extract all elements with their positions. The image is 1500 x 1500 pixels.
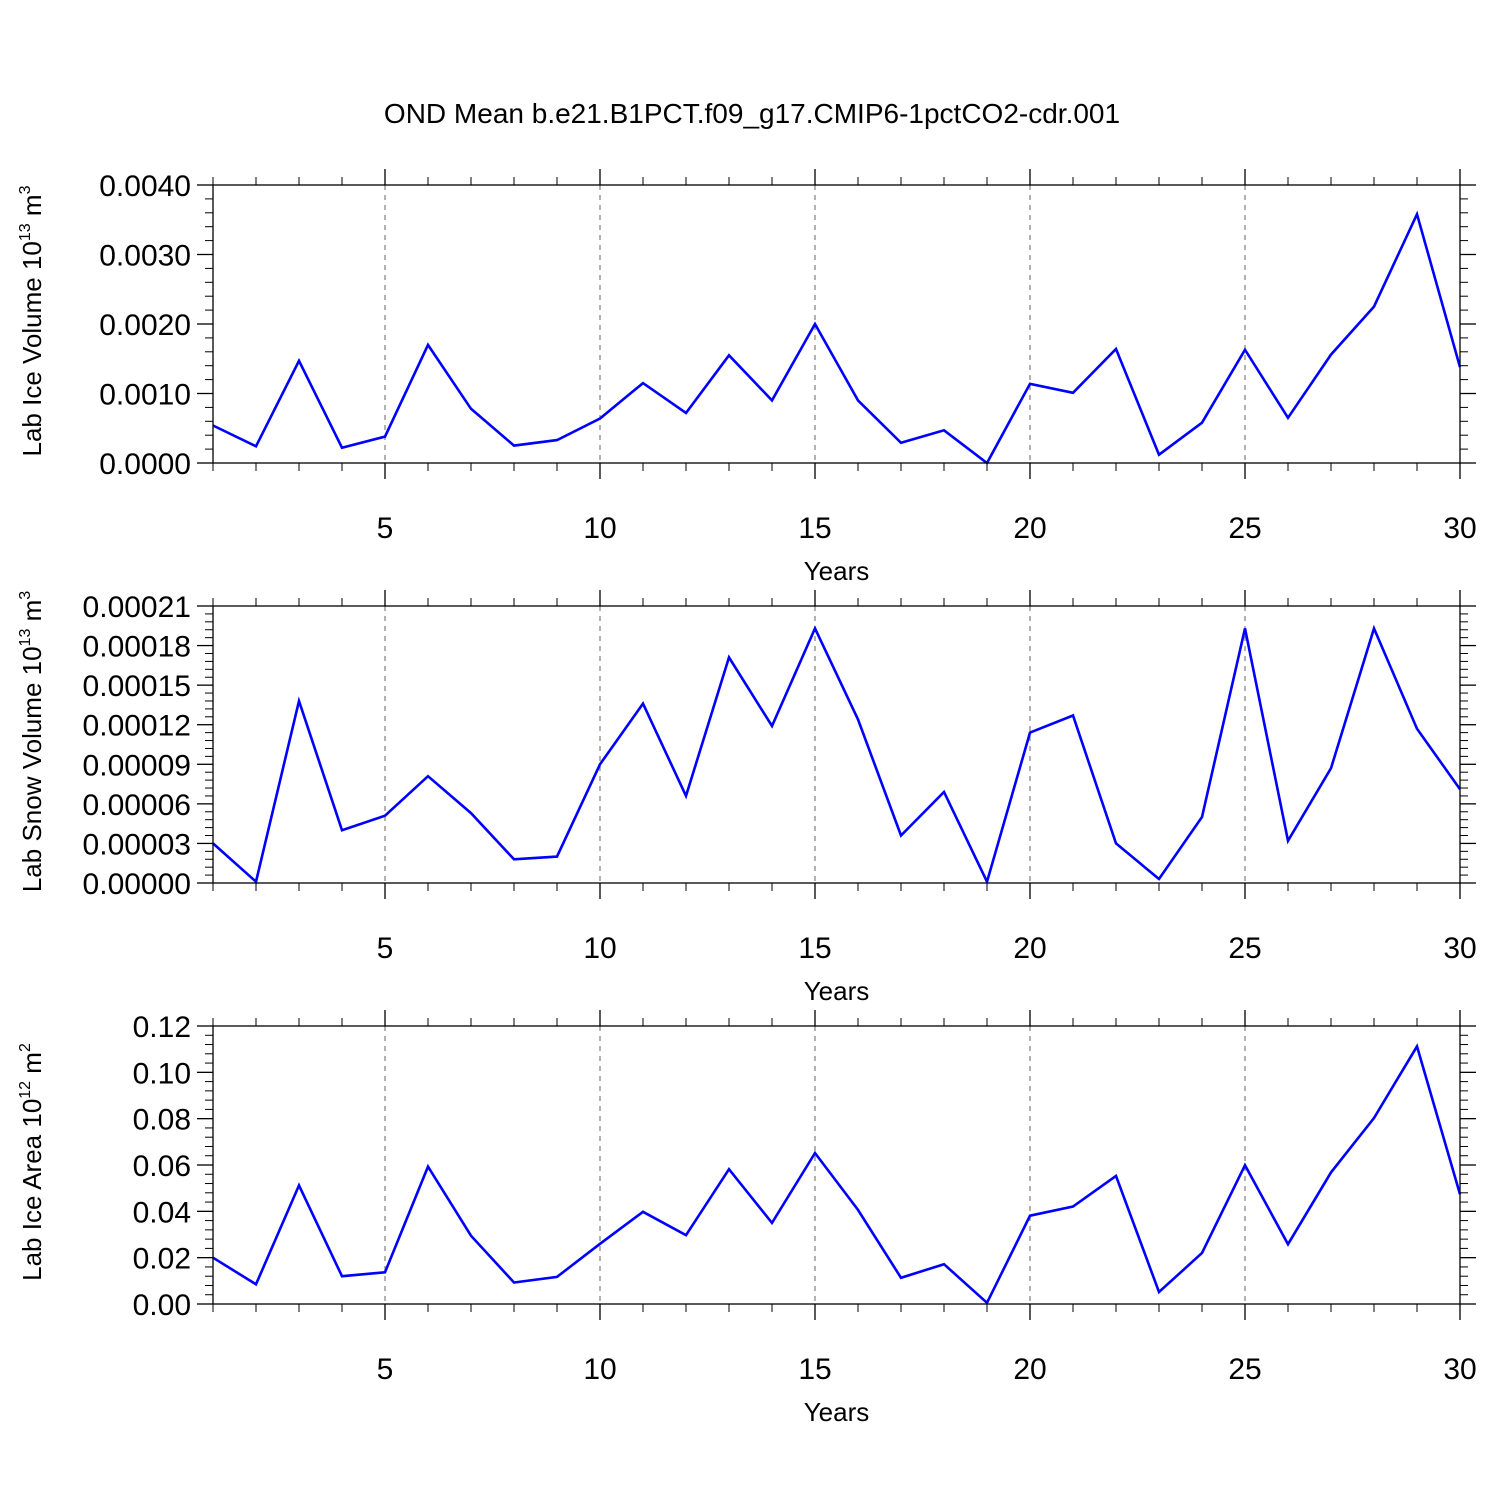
series-line (212, 624, 1462, 886)
x-tick-label: 30 (1443, 1353, 1476, 1386)
y-tick-label: 0.08 (133, 1104, 191, 1137)
series-line (212, 210, 1462, 465)
x-axis-label: Years (804, 556, 870, 586)
chart-panel-2: 5 10 15 20 25 30 0.00000 0.00003 0.00006 0.00009 0… (17, 590, 1477, 1006)
x-tick-label: 15 (798, 1353, 831, 1386)
x-tick-label: 20 (1013, 1353, 1046, 1386)
y-tick-label: 0.0000 (99, 448, 191, 481)
x-tick-label: 20 (1013, 932, 1046, 965)
x-tick-label: 25 (1228, 932, 1261, 965)
x-tick-label: 15 (798, 932, 831, 965)
plot-frame (212, 605, 1461, 884)
x-tick-label: 10 (583, 512, 616, 545)
plot-frame (212, 1025, 1461, 1305)
x-tick-label: 5 (377, 512, 394, 545)
y-tick-label: 0.00 (133, 1289, 191, 1322)
y-tick-label: 0.00009 (83, 749, 191, 782)
x-axis-label: Years (804, 1397, 870, 1427)
y-tick-label: 0.00015 (83, 670, 191, 703)
y-tick-label: 0.00021 (83, 591, 191, 624)
y-tick-label: 0.00018 (83, 631, 191, 664)
y-axis-label: Lab Snow Volume 1013 m3 (17, 591, 47, 892)
y-tick-label: 0.00006 (83, 789, 191, 822)
x-tick-label: 30 (1443, 512, 1476, 545)
y-tick-label: 0.06 (133, 1150, 191, 1183)
series-line (212, 1043, 1462, 1305)
panels: 5 10 15 20 25 300.00000.00100.00200.00300.004… (17, 169, 1477, 1427)
chart-panel-3: 5 10 15 20 25 30 0.00 0.02 0.04 0.06 0.08 0.10 0.12 Y… (17, 1010, 1477, 1427)
y-tick-label: 0.00003 (83, 828, 191, 861)
y-tick-label: 0.0030 (99, 240, 191, 273)
y-axis-label: Lab Ice Volume 1013 m3 (17, 185, 47, 456)
y-tick-label: 0.0010 (99, 379, 191, 412)
x-tick-label: 25 (1228, 512, 1261, 545)
y-tick-label: 0.00000 (83, 868, 191, 901)
plot-frame (212, 184, 1461, 464)
chart-panel-1: 5 10 15 20 25 30 0.0000 0.0010 0.0020 0.0030 0.004… (17, 169, 1477, 586)
x-tick-label: 25 (1228, 1353, 1261, 1386)
y-axis-label: Lab Ice Area 1012 m2 (17, 1043, 47, 1281)
x-tick-label: 5 (377, 932, 394, 965)
y-tick-label: 0.0040 (99, 170, 191, 203)
figure-title: OND Mean b.e21.B1PCT.f09_g17.CMIP6-1pctC… (384, 98, 1120, 129)
y-tick-label: 0.0020 (99, 309, 191, 342)
x-tick-label: 10 (583, 1353, 616, 1386)
y-tick-label: 0.00012 (83, 710, 191, 743)
y-tick-label: 0.12 (133, 1011, 191, 1044)
x-tick-label: 15 (798, 512, 831, 545)
x-tick-label: 5 (377, 1353, 394, 1386)
x-tick-label: 10 (583, 932, 616, 965)
x-tick-label: 30 (1443, 932, 1476, 965)
x-axis-label: Years (804, 976, 870, 1006)
y-tick-label: 0.02 (133, 1243, 191, 1276)
x-tick-label: 20 (1013, 512, 1046, 545)
y-tick-label: 0.04 (133, 1196, 191, 1229)
y-tick-label: 0.10 (133, 1057, 191, 1090)
